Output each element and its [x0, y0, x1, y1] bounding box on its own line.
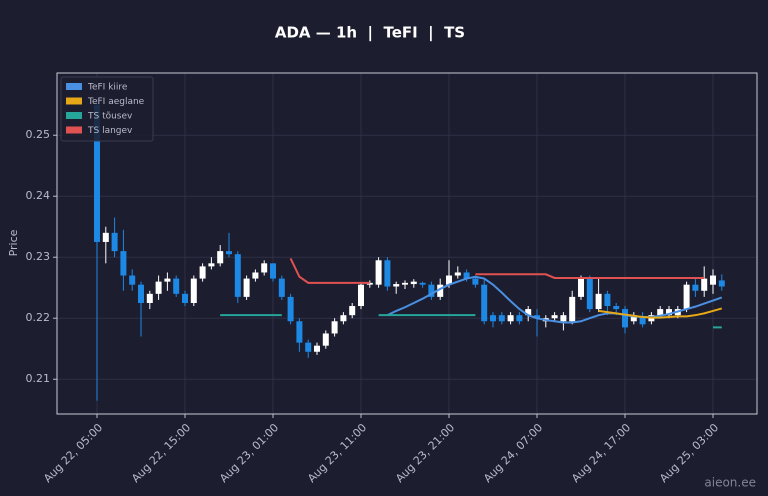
candle-body	[472, 278, 479, 285]
candle-body	[138, 284, 144, 303]
legend-swatch	[66, 126, 82, 134]
candle-body	[569, 296, 576, 322]
candle-body	[692, 284, 699, 291]
candle-body	[595, 293, 602, 310]
candle-body	[155, 281, 162, 294]
overlay-line	[386, 275, 723, 324]
candle-body	[340, 315, 347, 322]
candle-body	[94, 104, 100, 242]
y-axis-label: Price	[7, 229, 20, 256]
candle-body	[384, 260, 391, 287]
candle-body	[102, 232, 109, 242]
candle-body	[437, 284, 444, 297]
candle-body	[234, 254, 241, 297]
candle-body	[701, 278, 708, 291]
candle-body	[120, 251, 127, 276]
candle-body	[278, 278, 285, 297]
candle-body	[578, 278, 584, 297]
candle-body	[498, 315, 505, 322]
legend-label: TS tõusev	[87, 112, 133, 122]
candle-body	[261, 263, 268, 273]
y-tick-label: 0.23	[26, 250, 51, 263]
candle-body	[454, 272, 461, 276]
candle-body	[164, 278, 171, 282]
candle-body	[657, 309, 664, 316]
y-tick-label: 0.22	[26, 311, 51, 324]
candle-body	[393, 284, 400, 287]
watermark: aieon.ee	[704, 476, 756, 490]
candle-body	[375, 260, 382, 285]
candle-body	[534, 315, 540, 319]
candle-body	[551, 315, 558, 319]
candle-body	[322, 333, 329, 346]
candle-body	[428, 284, 435, 297]
legend-label: TS langev	[87, 126, 133, 136]
candle-body	[111, 232, 118, 252]
legend-swatch	[66, 112, 82, 119]
candle-body	[507, 315, 514, 322]
overlay-line	[598, 307, 723, 319]
legend-label: TeFI aeglane	[87, 97, 145, 107]
legend: TeFI kiire TeFI aeglane TS tõusev TS langev	[60, 76, 154, 142]
candle-body	[252, 272, 259, 279]
candle-body	[410, 281, 417, 285]
candle-body	[349, 306, 356, 316]
candle-body	[560, 315, 567, 322]
candle-body	[182, 293, 188, 303]
candle-body	[287, 296, 294, 322]
candle-body	[490, 315, 496, 322]
candle-body	[604, 293, 611, 307]
candle-body	[481, 284, 488, 322]
candle-body	[270, 263, 276, 279]
chart-title: ADA — 1h | TeFI | TS	[275, 24, 465, 43]
candle-body	[190, 278, 197, 303]
candle-body	[402, 282, 408, 285]
y-tick-label: 0.25	[26, 128, 51, 141]
plot-frame	[56, 72, 758, 415]
candle-body	[208, 263, 215, 267]
candle-body	[630, 315, 637, 322]
candle-body	[358, 284, 364, 307]
overlay-line	[289, 258, 370, 284]
candle-body	[710, 275, 716, 285]
candle-body	[296, 321, 303, 343]
y-tick-label: 0.24	[26, 189, 51, 202]
candle-body	[129, 275, 136, 285]
y-tick-label: 0.21	[26, 372, 51, 385]
candle-body	[314, 345, 320, 352]
candle-body	[525, 309, 532, 316]
candle-body	[305, 342, 312, 352]
candle-body	[516, 315, 523, 322]
candle-body	[199, 266, 206, 279]
candle-body	[639, 316, 646, 325]
candle-body	[718, 280, 725, 287]
candle-body	[613, 306, 620, 310]
candle-body	[586, 278, 593, 310]
overlay-line	[475, 273, 705, 279]
candle-body	[146, 293, 153, 303]
candle-body	[243, 278, 250, 297]
candle-body	[226, 251, 232, 255]
legend-box	[60, 76, 154, 142]
candle-body	[173, 278, 180, 294]
candle-body	[446, 275, 452, 285]
candle-body	[463, 272, 470, 279]
candle-body	[419, 282, 426, 285]
legend-label: TeFI kiire	[87, 83, 128, 93]
candle-body	[683, 284, 690, 310]
candle-body	[217, 251, 224, 264]
legend-swatch	[66, 83, 82, 90]
candle-body	[331, 321, 338, 334]
candle-body	[622, 309, 628, 328]
candle-body	[666, 309, 672, 316]
legend-swatch	[66, 97, 82, 105]
